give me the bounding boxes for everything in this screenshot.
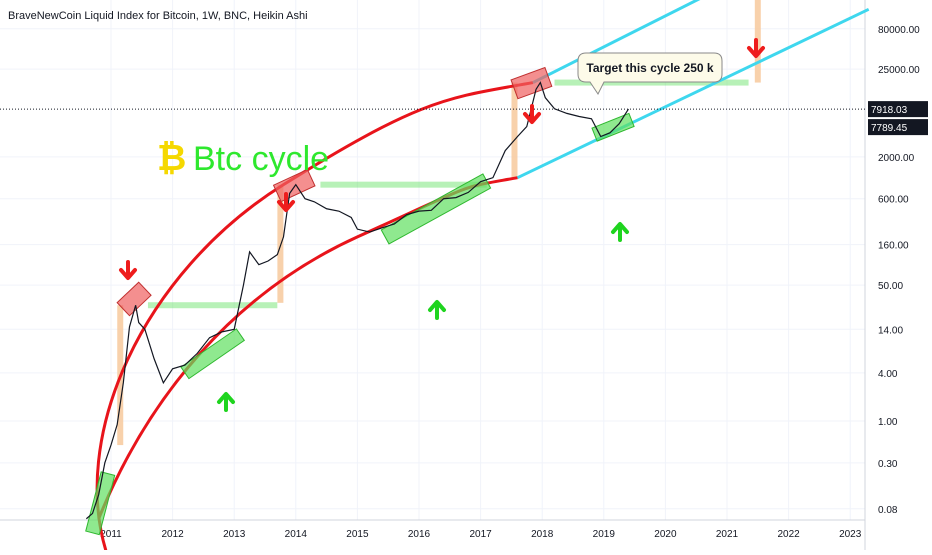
green-range-line xyxy=(320,181,487,188)
red-top-box xyxy=(272,168,316,203)
x-tick-label: 2014 xyxy=(285,529,308,540)
upper-curve xyxy=(95,81,534,555)
cycle-label: Btc cycle xyxy=(193,140,329,178)
x-tick-label: 2016 xyxy=(408,529,431,540)
x-tick-label: 2020 xyxy=(654,529,677,540)
up-arrow-icon xyxy=(611,222,629,242)
channel-lower-line xyxy=(516,7,870,180)
y-tick-label: 14.00 xyxy=(878,325,903,336)
up-arrow-icon xyxy=(428,300,446,320)
price-series-line xyxy=(85,81,629,520)
x-tick-label: 2011 xyxy=(100,529,122,540)
down-arrow-icon xyxy=(747,38,765,58)
green-accumulation-box xyxy=(380,173,492,245)
x-tick-label: 2017 xyxy=(469,529,492,540)
second-price-label: 7789.45 xyxy=(871,123,908,134)
down-arrow-icon xyxy=(523,104,541,124)
down-arrow-icon xyxy=(119,260,137,280)
current-price-label-bg xyxy=(868,101,928,118)
x-tick-label: 2021 xyxy=(716,529,739,540)
y-tick-label: 0.30 xyxy=(878,459,898,470)
chart-title: BraveNewCoin Liquid Index for Bitcoin, 1… xyxy=(8,10,308,22)
callout-bubble xyxy=(577,52,723,95)
x-tick-label: 2013 xyxy=(223,529,246,540)
callout-text: Target this cycle 250 k xyxy=(586,61,714,75)
up-arrow-icon xyxy=(217,392,235,412)
y-tick-label: 0.08 xyxy=(878,505,898,516)
second-price-label-bg xyxy=(868,119,928,136)
y-tick-label: 1.00 xyxy=(878,417,898,428)
y-tick-label: 25000.00 xyxy=(878,65,920,76)
y-tick-label: 50.00 xyxy=(878,281,903,292)
down-arrow-icon xyxy=(277,192,295,212)
y-tick-label: 80000.00 xyxy=(878,25,920,36)
green-range-line xyxy=(147,302,278,309)
y-tick-label: 2000.00 xyxy=(878,153,915,164)
orange-cycle-bar xyxy=(511,82,518,178)
x-tick-label: 2022 xyxy=(777,529,800,540)
red-top-box xyxy=(510,66,553,100)
x-tick-label: 2012 xyxy=(161,529,184,540)
red-top-box xyxy=(116,281,152,317)
green-accumulation-box xyxy=(591,112,635,142)
green-range-line xyxy=(554,79,749,86)
x-tick-label: 2019 xyxy=(593,529,616,540)
y-tick-label: 600.00 xyxy=(878,195,909,206)
x-tick-label: 2015 xyxy=(346,529,369,540)
lower-curve xyxy=(97,176,518,520)
x-tick-label: 2023 xyxy=(839,529,862,540)
green-accumulation-box xyxy=(180,328,246,380)
orange-cycle-bar xyxy=(277,184,284,303)
x-tick-label: 2018 xyxy=(531,529,554,540)
y-tick-label: 160.00 xyxy=(878,241,909,252)
y-tick-label: 4.00 xyxy=(878,369,898,380)
bitcoin-icon: ₿ xyxy=(157,137,186,178)
current-price-label: 7918.03 xyxy=(871,105,908,116)
green-accumulation-box xyxy=(85,471,116,536)
